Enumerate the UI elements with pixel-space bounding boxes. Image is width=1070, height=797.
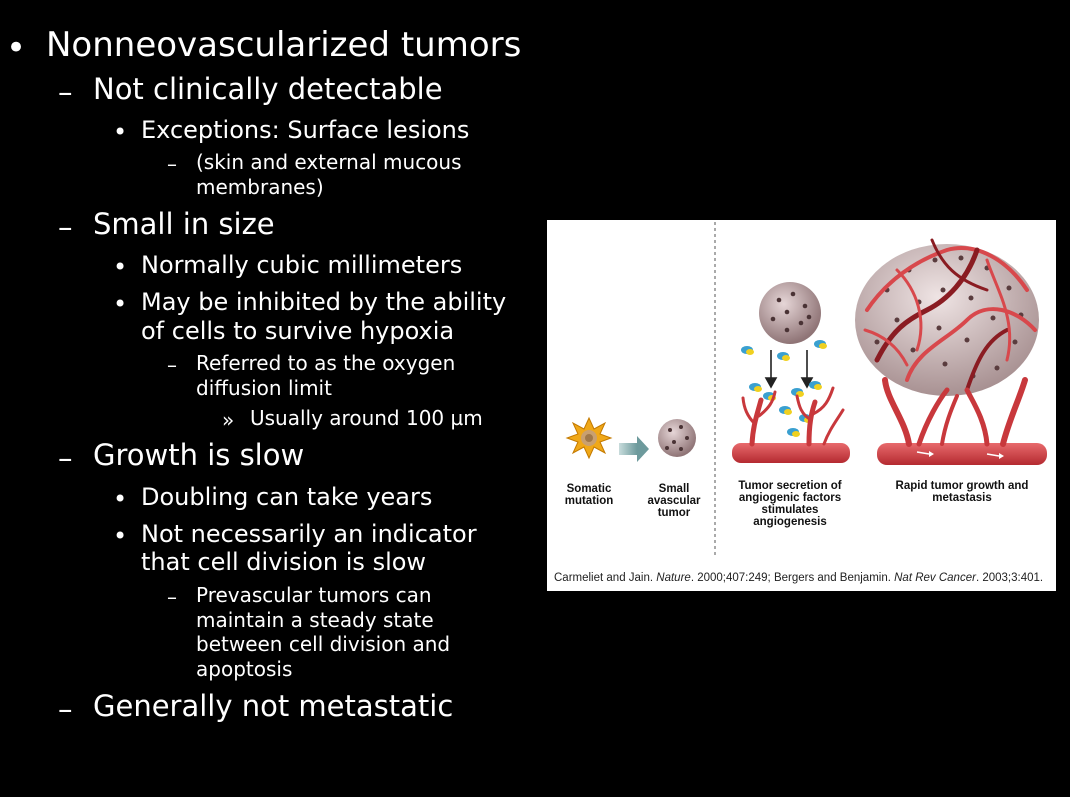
sprouting-vessel <box>732 386 850 463</box>
bullet-prevascular-line2: maintain a steady state <box>196 608 434 632</box>
feeding-vessel <box>877 377 1047 465</box>
caption-rapid-growth: Rapid tumor growth and metastasis <box>895 480 1029 505</box>
bullet-cubic-mm: Normally cubic millimeters <box>141 251 463 279</box>
angiogenesis-illustration <box>565 222 1047 555</box>
bullet-prevascular-line4: apoptosis <box>196 657 293 681</box>
vascularized-tumor-icon <box>855 238 1039 396</box>
bullet-not-metastatic: Generally not metastatic <box>93 689 454 723</box>
bullet-oxygen-line2: diffusion limit <box>196 376 332 400</box>
dash-marker: – <box>167 585 177 609</box>
bullet-skin-line1: (skin and external mucous <box>196 150 462 174</box>
bullet-not-detectable: Not clinically detectable <box>93 72 443 106</box>
dash-marker: – <box>58 210 73 244</box>
caption-small-avascular: Small avascular tumor <box>647 483 701 520</box>
dash-marker: – <box>58 692 73 726</box>
somatic-mutation-icon <box>565 416 613 460</box>
bullet-growth-slow: Growth is slow <box>93 438 305 472</box>
bullet-prevascular-line1: Prevascular tumors can <box>196 583 432 607</box>
bullet-exceptions: Exceptions: Surface lesions <box>141 116 470 144</box>
bullet-marker: • <box>113 485 128 513</box>
dash-marker: – <box>58 441 73 475</box>
angiogenesis-figure: Somatic mutation Small avascular tumor T… <box>547 220 1056 591</box>
figure-citation: Carmeliet and Jain. Nature. 2000;407:249… <box>554 572 1044 584</box>
angiogenic-factor-icons <box>741 340 827 437</box>
bullet-doubling: Doubling can take years <box>141 483 433 511</box>
bullet-marker: • <box>113 118 128 146</box>
bullet-100um: Usually around 100 µm <box>250 406 483 430</box>
bullet-oxygen-line1: Referred to as the oxygen <box>196 351 456 375</box>
bullet-marker: • <box>6 28 27 68</box>
dash-marker: – <box>58 75 73 109</box>
bullet-marker: • <box>113 253 128 281</box>
secreting-tumor-icon <box>759 282 821 344</box>
caption-tumor-secretion: Tumor secretion of angiogenic factors st… <box>738 480 842 529</box>
bullet-skin-line2: membranes) <box>196 175 324 199</box>
raquo-marker: » <box>222 408 235 432</box>
bullet-indicator-line1: Not necessarily an indicator <box>141 520 477 548</box>
dash-marker: – <box>167 353 177 377</box>
small-tumor-icon <box>658 419 696 457</box>
bullet-indicator-line2: that cell division is slow <box>141 548 427 576</box>
bullet-marker: • <box>113 522 128 550</box>
bullet-small-size: Small in size <box>93 207 275 241</box>
bullet-inhibited-line1: May be inhibited by the ability <box>141 288 507 316</box>
bullet-inhibited-line2: of cells to survive hypoxia <box>141 317 455 345</box>
bullet-prevascular-line3: between cell division and <box>196 632 451 656</box>
caption-somatic-mutation: Somatic mutation <box>564 483 614 508</box>
factor-arrows <box>764 350 814 389</box>
bullet-nonneovascularized: Nonneovascularized tumors <box>46 25 522 65</box>
transition-arrow-icon <box>619 436 649 462</box>
bullet-marker: • <box>113 290 128 318</box>
dash-marker: – <box>167 152 177 176</box>
